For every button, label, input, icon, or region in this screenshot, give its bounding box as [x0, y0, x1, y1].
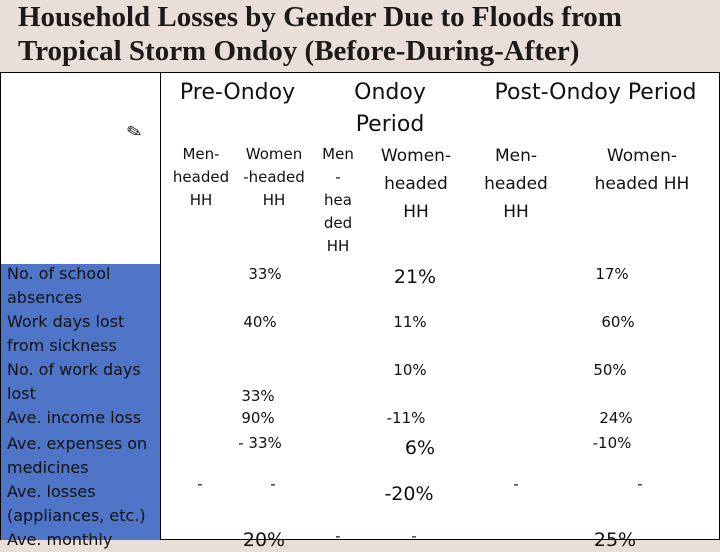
page-title: Household Losses by Gender Due to Floods…: [18, 1, 622, 67]
subheader-ondoy-men: -: [335, 168, 341, 186]
cell-value: 60%: [601, 313, 635, 331]
subheader-ondoy-men: ded: [323, 214, 353, 232]
subheader-ondoy-women: headed: [384, 174, 448, 194]
row-label: No. of work days: [7, 360, 141, 379]
header-post-ondoy: Post-Ondoy Period: [494, 80, 697, 105]
subheader-pre-women: -headed: [243, 168, 305, 186]
cell-value: 40%: [243, 313, 277, 331]
row-label: Ave. expenses on: [7, 434, 148, 453]
grid-line: [160, 72, 161, 540]
cell-value: -: [335, 527, 341, 545]
header-ondoy-line1: Ondoy: [354, 80, 426, 105]
subheader-ondoy-men: Men: [322, 145, 354, 163]
subheader-pre-women: Women: [245, 145, 303, 163]
cell-value: 6%: [404, 437, 436, 459]
subheader-post-men: HH: [503, 202, 529, 222]
cell-value: 50%: [593, 361, 627, 379]
subheader-post-women: Women-: [606, 146, 678, 166]
row-label: lost: [7, 384, 36, 403]
row-label: medicines: [7, 458, 89, 477]
row-label: (appliances, etc.): [7, 506, 146, 525]
cell-value: 24%: [599, 409, 633, 427]
subheader-ondoy-men: HH: [326, 237, 350, 255]
row-label: from sickness: [7, 336, 117, 355]
cell-value: 90%: [241, 409, 275, 427]
row-label: Ave. monthly: [7, 530, 113, 549]
subheader-post-men: headed: [484, 174, 548, 194]
subheader-pre-women: HH: [262, 191, 286, 209]
header-ondoy-line2: Period: [355, 112, 425, 137]
cell-value: -: [270, 475, 276, 493]
cell-value: 20%: [242, 529, 286, 551]
row-label: absences: [7, 288, 83, 307]
cell-value: -: [513, 475, 519, 493]
cell-value: -20%: [384, 483, 434, 505]
cell-value: - 33%: [238, 434, 282, 452]
row-label: No. of school: [7, 264, 111, 283]
cell-value: 11%: [393, 313, 427, 331]
cell-value: 33%: [248, 265, 282, 283]
subheader-post-men: Men-: [494, 146, 538, 166]
cell-value: 21%: [393, 266, 437, 288]
row-label-column: [1, 264, 160, 540]
cell-value: -: [411, 527, 417, 545]
subheader-pre-men: Men-: [182, 145, 220, 163]
subheader-ondoy-men: hea: [324, 191, 352, 209]
cell-value: -: [637, 475, 643, 493]
subheader-post-women: headed HH: [594, 174, 690, 194]
cell-value: 33%: [241, 387, 275, 405]
row-label: Work days lost: [7, 312, 125, 331]
cell-value: -10%: [592, 434, 632, 452]
subheader-pre-men: headed: [172, 168, 230, 186]
subheader-ondoy-women: HH: [403, 202, 429, 222]
cell-value: -: [197, 475, 203, 493]
subheader-ondoy-women: Women-: [380, 146, 452, 166]
cell-value: 25%: [593, 529, 637, 551]
row-label: Ave. losses: [7, 482, 96, 501]
cell-value: 17%: [595, 265, 629, 283]
header-pre-ondoy: Pre-Ondoy: [179, 80, 296, 105]
cell-value: 10%: [393, 361, 427, 379]
subheader-pre-men: HH: [189, 191, 213, 209]
cell-value: -11%: [386, 409, 426, 427]
row-label: Ave. income loss: [7, 408, 142, 427]
